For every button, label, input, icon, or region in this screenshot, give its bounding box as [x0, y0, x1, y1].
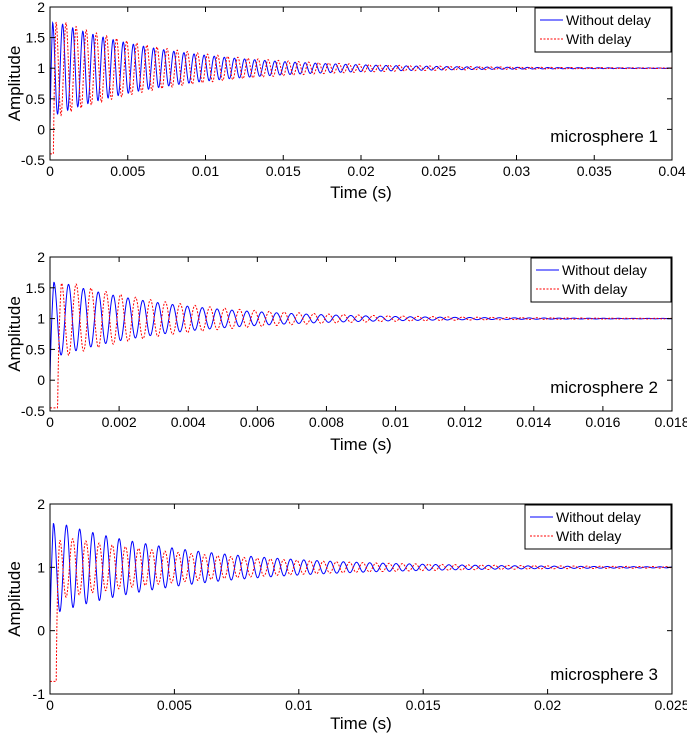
- y-tick-label: 1: [37, 60, 45, 76]
- legend: Without delay With delay: [530, 257, 672, 303]
- x-tick-label: 0.01: [192, 163, 219, 179]
- y-tick-label: 0: [37, 623, 45, 639]
- plot-frame: [49, 503, 673, 695]
- x-tick-label: 0.006: [240, 414, 275, 430]
- x-tick-label: 0.015: [406, 697, 441, 713]
- y-tick-label: 1.5: [26, 280, 46, 296]
- x-tick-label: 0.005: [110, 163, 145, 179]
- x-tick-label: 0.016: [585, 414, 620, 430]
- x-tick-label: 0.012: [447, 414, 482, 430]
- x-tick-label: 0: [46, 697, 54, 713]
- y-tick-label: 1: [37, 311, 45, 327]
- x-tick-label: 0.015: [266, 163, 301, 179]
- y-axis-label: Amplitude: [5, 296, 24, 372]
- x-tick-label: 0.01: [285, 697, 312, 713]
- panel-annotation: microsphere 1: [550, 127, 658, 146]
- legend-box: [524, 504, 672, 550]
- x-tick-label: 0.025: [421, 163, 456, 179]
- x-tick-label: 0.005: [157, 697, 192, 713]
- series-line-without-delay: [50, 281, 672, 381]
- x-tick-label: 0.02: [534, 697, 561, 713]
- legend-label: Without delay: [556, 509, 641, 525]
- legend-label: With delay: [562, 281, 627, 297]
- y-tick-label: 0.5: [26, 91, 46, 107]
- legend: Without delay With delay: [534, 7, 672, 53]
- y-tick-label: 1.5: [26, 30, 46, 46]
- y-tick-label: 1: [37, 559, 45, 575]
- x-tick-label: 0.04: [658, 163, 685, 179]
- legend-label: With delay: [556, 528, 621, 544]
- legend-label: Without delay: [566, 12, 651, 28]
- y-tick-label: -0.5: [21, 403, 45, 419]
- legend-box: [534, 7, 672, 53]
- y-tick-label: 2: [37, 496, 45, 512]
- panel-annotation: microsphere 3: [550, 665, 658, 684]
- plot-frame: [49, 256, 673, 412]
- legend-label: With delay: [566, 31, 631, 47]
- legend-label: Without delay: [562, 262, 647, 278]
- y-axis-label: Amplitude: [5, 561, 24, 637]
- series-line-with-delay: [50, 282, 672, 409]
- y-tick-label: -1: [33, 686, 46, 702]
- x-tick-label: 0.02: [347, 163, 374, 179]
- series-line-without-delay: [50, 523, 672, 631]
- y-tick-label: 2: [37, 0, 45, 15]
- x-tick-label: 0: [46, 163, 54, 179]
- y-tick-label: 0: [37, 121, 45, 137]
- series-line-with-delay: [50, 538, 672, 682]
- chart-panel-2: 0 0.002 0.004 0.006 0.008 0.01 0.012 0.014 0.016…: [5, 249, 687, 454]
- x-tick-label: 0.002: [102, 414, 137, 430]
- y-tick-label: 2: [37, 249, 45, 265]
- y-axis-label: Amplitude: [5, 46, 24, 122]
- legend: Without delay With delay: [524, 504, 672, 550]
- x-axis-label: Time (s): [330, 714, 392, 733]
- x-tick-label: 0.008: [309, 414, 344, 430]
- x-tick-label: 0.01: [382, 414, 409, 430]
- x-axis-label: Time (s): [330, 183, 392, 202]
- x-tick-label: 0.035: [577, 163, 612, 179]
- y-tick-label: -0.5: [21, 152, 45, 168]
- x-tick-label: 0: [46, 414, 54, 430]
- y-tick-label: 0.5: [26, 341, 46, 357]
- chart-panel-1: 0 0.005 0.01 0.015 0.02 0.025 0.03 0.035 0.04 -0.…: [5, 0, 686, 202]
- x-tick-label: 0.004: [171, 414, 206, 430]
- x-tick-label: 0.03: [503, 163, 530, 179]
- x-axis-label: Time (s): [330, 435, 392, 454]
- legend-box: [530, 257, 672, 303]
- panel-annotation: microsphere 2: [550, 378, 658, 397]
- series-line-with-delay: [50, 21, 672, 155]
- y-tick-label: 0: [37, 372, 45, 388]
- x-tick-label: 0.014: [516, 414, 551, 430]
- x-tick-label: 0.025: [654, 697, 687, 713]
- series-line-without-delay: [50, 20, 672, 130]
- x-tick-label: 0.018: [654, 414, 687, 430]
